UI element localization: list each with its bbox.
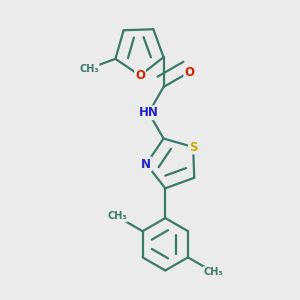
- Text: O: O: [184, 66, 194, 79]
- Text: N: N: [141, 158, 151, 171]
- Text: HN: HN: [139, 106, 159, 119]
- Text: CH₃: CH₃: [107, 212, 127, 221]
- Text: CH₃: CH₃: [204, 267, 223, 277]
- Text: S: S: [189, 140, 197, 154]
- Text: O: O: [135, 69, 145, 82]
- Text: CH₃: CH₃: [79, 64, 99, 74]
